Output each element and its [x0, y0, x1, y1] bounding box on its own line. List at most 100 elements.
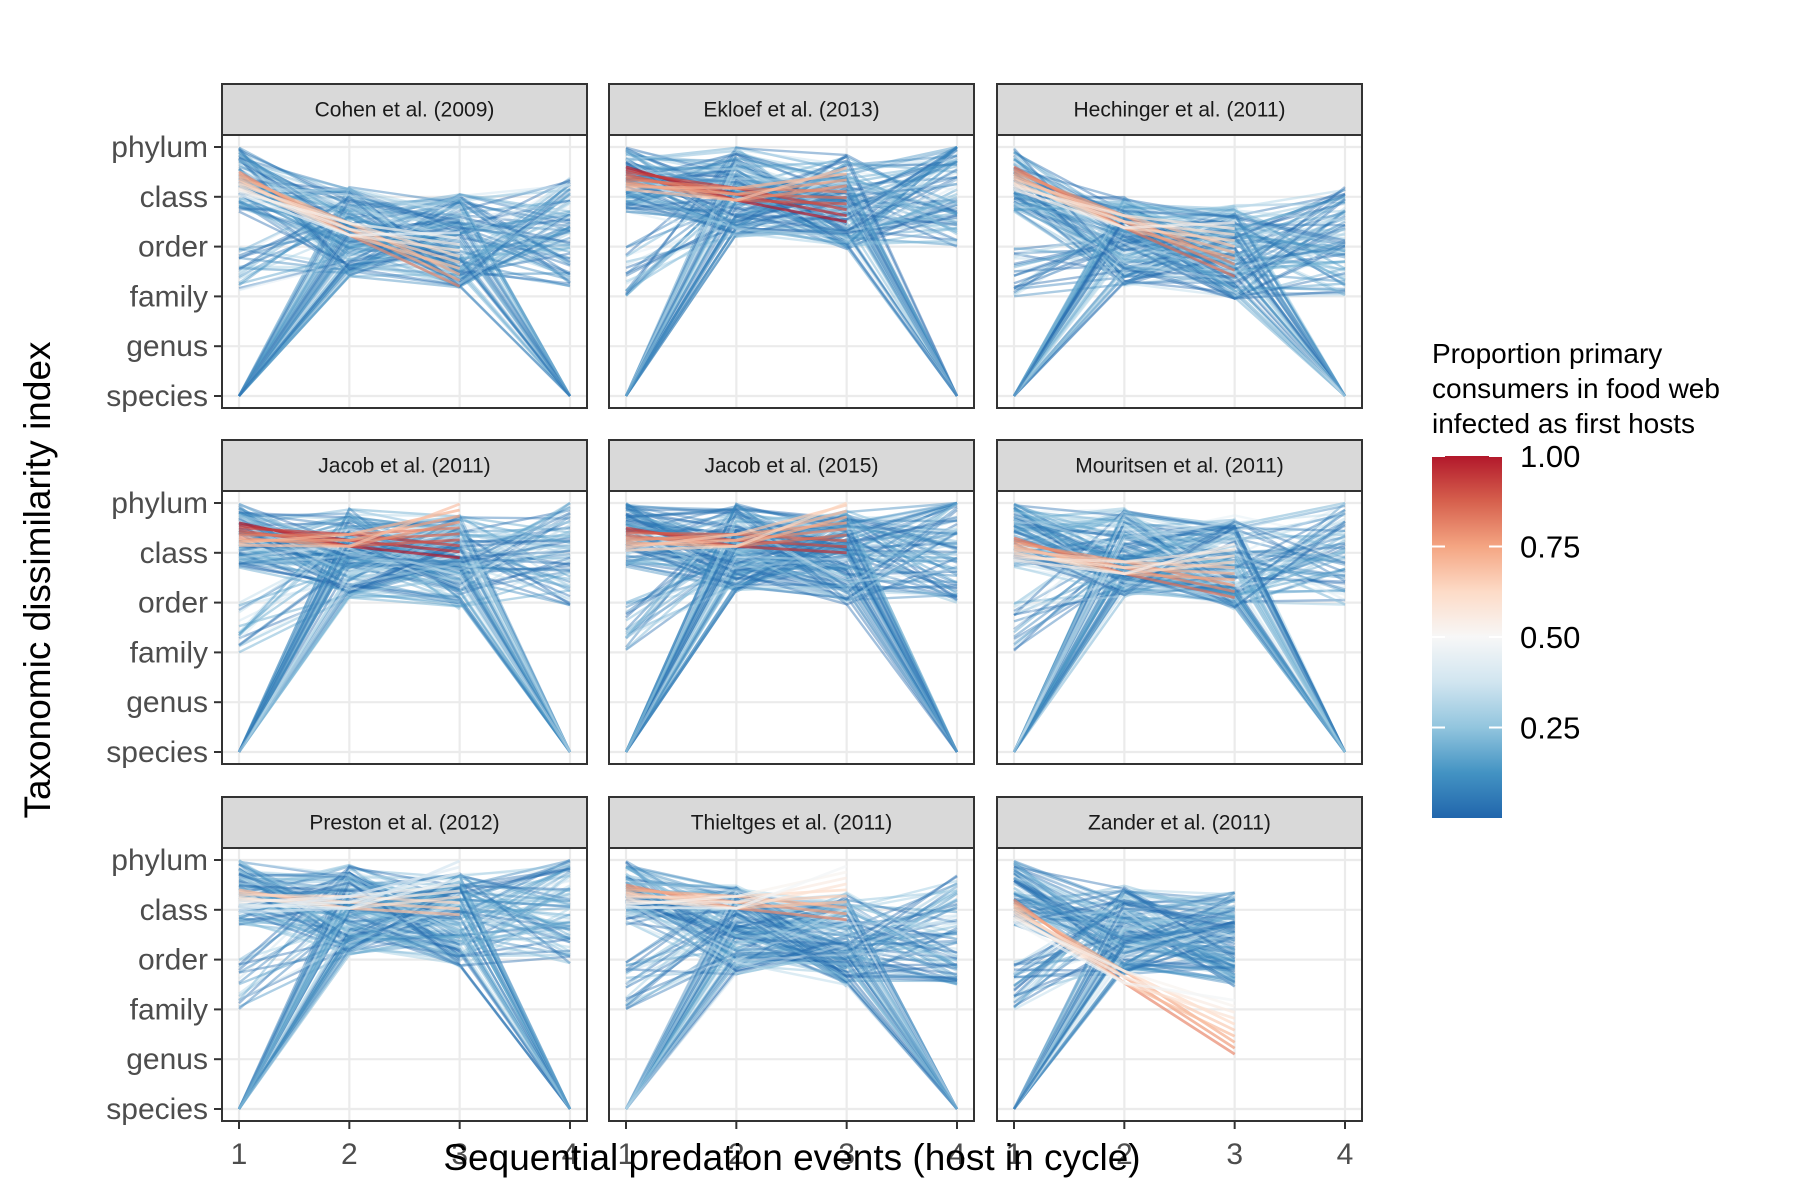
series-line — [1013, 928, 1236, 981]
series-line — [624, 918, 958, 1110]
series-line — [238, 176, 571, 274]
series-line — [624, 535, 958, 753]
series-line — [238, 192, 571, 397]
series-line — [1013, 170, 1346, 280]
series-line — [625, 547, 848, 601]
series-line — [624, 207, 959, 397]
series-line — [1013, 890, 1235, 953]
series-line — [1013, 209, 1346, 397]
series-line — [1013, 171, 1236, 278]
series-line — [1013, 958, 1235, 1110]
series-line — [1012, 890, 1236, 1110]
series-line — [625, 891, 958, 968]
series-line — [625, 146, 958, 296]
series-line — [625, 572, 958, 606]
series-line — [1012, 216, 1346, 397]
series-line — [1013, 915, 1236, 1110]
series-line — [238, 886, 571, 958]
series-line — [1012, 204, 1235, 397]
series-line — [1013, 909, 1235, 946]
series-line — [1013, 204, 1235, 295]
series-line — [1012, 930, 1235, 1110]
series-line — [1013, 151, 1346, 397]
series-lines — [237, 858, 572, 1110]
series-line — [238, 865, 571, 932]
x-tick-label: 4 — [949, 1138, 966, 1171]
series-line — [238, 872, 461, 952]
series-line — [1013, 515, 1235, 561]
series-line — [625, 200, 958, 397]
series-line — [238, 561, 460, 753]
series-line — [238, 544, 461, 640]
series-line — [1012, 889, 1235, 1110]
y-tick-label: class — [140, 181, 208, 214]
series-line — [238, 511, 571, 589]
x-tick-label: 1 — [1006, 1138, 1023, 1171]
series-line — [1013, 866, 1235, 920]
series-line — [238, 183, 571, 217]
series-line — [237, 212, 461, 397]
series-line — [1013, 879, 1236, 944]
series-line — [1012, 521, 1347, 753]
facet-strip — [996, 796, 1363, 849]
series-line — [625, 881, 847, 970]
series-line — [238, 198, 571, 288]
series-line — [625, 547, 959, 753]
series-line — [1013, 515, 1235, 559]
series-line — [1013, 872, 1236, 955]
series-line — [625, 886, 958, 1110]
series-line — [1012, 924, 1236, 1110]
series-line — [1013, 517, 1346, 609]
series-line — [238, 515, 571, 753]
series-line — [237, 180, 571, 397]
series-line — [625, 164, 958, 239]
series-line — [1013, 898, 1236, 967]
series-line — [1013, 891, 1236, 968]
series-line — [1013, 917, 1236, 958]
series-line — [238, 862, 571, 926]
series-line — [237, 506, 461, 753]
facet-title: Hechinger et al. (2011) — [1073, 99, 1285, 122]
series-line — [624, 555, 847, 753]
series-line — [1012, 917, 1235, 1110]
series-line — [238, 552, 572, 753]
y-tick-label: order — [138, 944, 208, 977]
series-line — [238, 502, 571, 571]
series-line — [238, 867, 461, 956]
legend-title-line-3: infected as first hosts — [1432, 408, 1695, 439]
series-line — [238, 511, 461, 575]
series-line — [238, 880, 461, 964]
series-line — [237, 562, 571, 753]
series-line — [625, 910, 959, 1110]
series-line — [1013, 578, 1347, 753]
series-line — [238, 198, 572, 397]
series-line — [625, 521, 958, 598]
series-line — [625, 882, 958, 1110]
series-line — [625, 218, 958, 397]
series-line — [1013, 504, 1346, 541]
series-line — [237, 582, 571, 753]
series-line — [1013, 876, 1235, 941]
series-line — [1013, 905, 1236, 957]
series-line — [1013, 862, 1236, 936]
facet-title: Ekloef et al. (2013) — [703, 99, 879, 122]
series-line — [625, 518, 958, 753]
series-line — [625, 874, 958, 1001]
series-line — [624, 553, 847, 753]
series-line — [238, 875, 571, 1110]
series-line — [1012, 568, 1346, 753]
series-line — [624, 145, 958, 397]
series-line — [1013, 168, 1346, 283]
series-line — [624, 216, 958, 397]
series-line — [1013, 520, 1346, 605]
series-line — [625, 563, 847, 634]
series-line — [237, 553, 572, 753]
series-line — [238, 153, 460, 247]
series-line — [1013, 206, 1236, 246]
series-line — [625, 903, 958, 1007]
series-line — [238, 921, 571, 986]
series-line — [238, 868, 461, 968]
series-line — [625, 921, 958, 1110]
series-line — [238, 862, 460, 923]
series-line — [1013, 511, 1347, 753]
